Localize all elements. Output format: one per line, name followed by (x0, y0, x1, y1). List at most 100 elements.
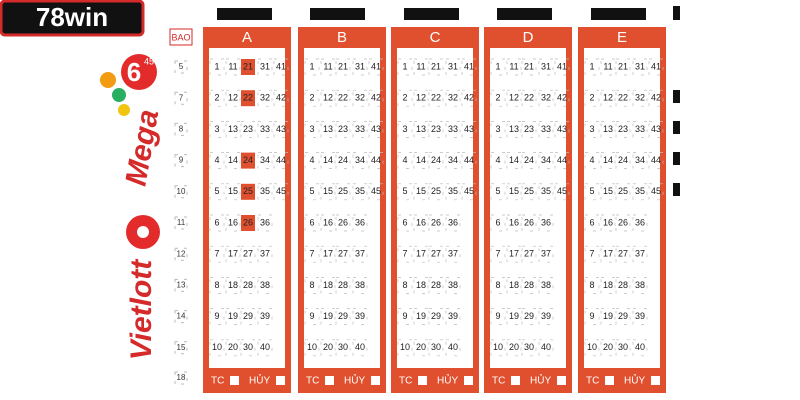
number: 31 (448, 61, 458, 71)
number-cell (521, 152, 537, 169)
number-cell (225, 58, 241, 76)
number-cell (240, 277, 256, 294)
number: 28 (338, 280, 348, 290)
number-cell-marked (241, 59, 255, 75)
number-cell (648, 121, 664, 138)
number: 32 (448, 93, 458, 103)
number-cell (257, 58, 273, 76)
number-cell (445, 58, 461, 76)
number: 23 (431, 124, 441, 134)
number: 40 (448, 342, 458, 352)
number: 23 (243, 124, 253, 134)
number-cell (428, 339, 444, 357)
number: 13 (228, 124, 238, 134)
number: 1 (589, 61, 594, 71)
number: 12 (509, 93, 519, 103)
number-cell (632, 152, 648, 169)
number-cell (225, 277, 241, 294)
ball-big (121, 54, 157, 90)
number-cell (413, 277, 429, 294)
number: 14 (323, 155, 333, 165)
number: 11 (416, 61, 425, 71)
number-cell (428, 89, 444, 107)
number-cell (600, 89, 616, 107)
number-cell (240, 339, 256, 357)
number-cell (304, 277, 320, 294)
game-suffix: 45 (144, 56, 154, 66)
number: 5 (309, 186, 314, 196)
footer-tc: TC (211, 376, 224, 387)
number-cell (352, 121, 368, 138)
number-cell (445, 277, 461, 294)
panel-body (584, 48, 660, 368)
number-cell (538, 245, 554, 263)
bao-option: 11 (177, 218, 186, 227)
number-cell (615, 121, 631, 138)
bao-column: BAO 5 7 8 9 10 11 12 13 14 15 18 (169, 28, 193, 385)
number: 41 (557, 61, 567, 71)
number: 32 (635, 93, 645, 103)
number: 45 (651, 186, 661, 196)
number: 37 (260, 249, 270, 259)
number: 33 (541, 124, 551, 134)
number: 42 (276, 93, 286, 103)
number: 18 (228, 280, 238, 290)
number: 34 (541, 155, 551, 165)
number-cell (335, 308, 351, 325)
logo-text: 78win (36, 2, 108, 32)
timing-mark (673, 183, 680, 196)
footer-huy: HỦY (624, 374, 645, 387)
number: 42 (651, 93, 661, 103)
number: 34 (635, 155, 645, 165)
number-cell (304, 214, 320, 232)
bao-box (174, 122, 188, 136)
number: 6 (495, 217, 500, 227)
footer-huy: HỦY (249, 374, 270, 387)
number: 21 (618, 61, 628, 71)
number-cell (352, 58, 368, 76)
number-cell (554, 183, 570, 201)
number: 36 (448, 217, 458, 227)
number: 36 (355, 217, 365, 227)
number-cell (304, 245, 320, 263)
number: 34 (448, 155, 458, 165)
number-cell (413, 58, 429, 76)
footer-huy: HỦY (437, 374, 458, 387)
number-cell (209, 339, 225, 357)
number-cell (615, 245, 631, 263)
footer-box (418, 376, 427, 385)
number: 38 (448, 280, 458, 290)
number: 14 (603, 155, 613, 165)
number: 43 (371, 124, 381, 134)
number: 25 (338, 186, 348, 196)
number-cell (648, 183, 664, 201)
number: 25 (618, 186, 628, 196)
logo-bg (0, 0, 145, 37)
number-cell (490, 339, 506, 357)
number-cell (257, 308, 273, 325)
number-cell (428, 152, 444, 169)
number-cell (615, 214, 631, 232)
number-cell (632, 308, 648, 325)
number: 34 (260, 155, 270, 165)
number: 28 (524, 280, 534, 290)
number: 15 (323, 186, 333, 196)
number-cell (368, 121, 384, 138)
number-cell (584, 183, 600, 201)
panel-body (397, 48, 473, 368)
number-cell (413, 89, 429, 107)
number: 20 (603, 342, 613, 352)
number-cell (554, 152, 570, 169)
number-cell (648, 152, 664, 169)
ball (118, 104, 130, 116)
number: 44 (651, 155, 661, 165)
number-cell (600, 339, 616, 357)
game-number: 6 (127, 57, 141, 87)
number-cell (461, 58, 477, 76)
number: 31 (635, 61, 645, 71)
number-cell (413, 245, 429, 263)
number: 37 (541, 249, 551, 259)
number: 35 (541, 186, 551, 196)
number: 21 (338, 61, 348, 71)
number: 3 (589, 124, 594, 134)
